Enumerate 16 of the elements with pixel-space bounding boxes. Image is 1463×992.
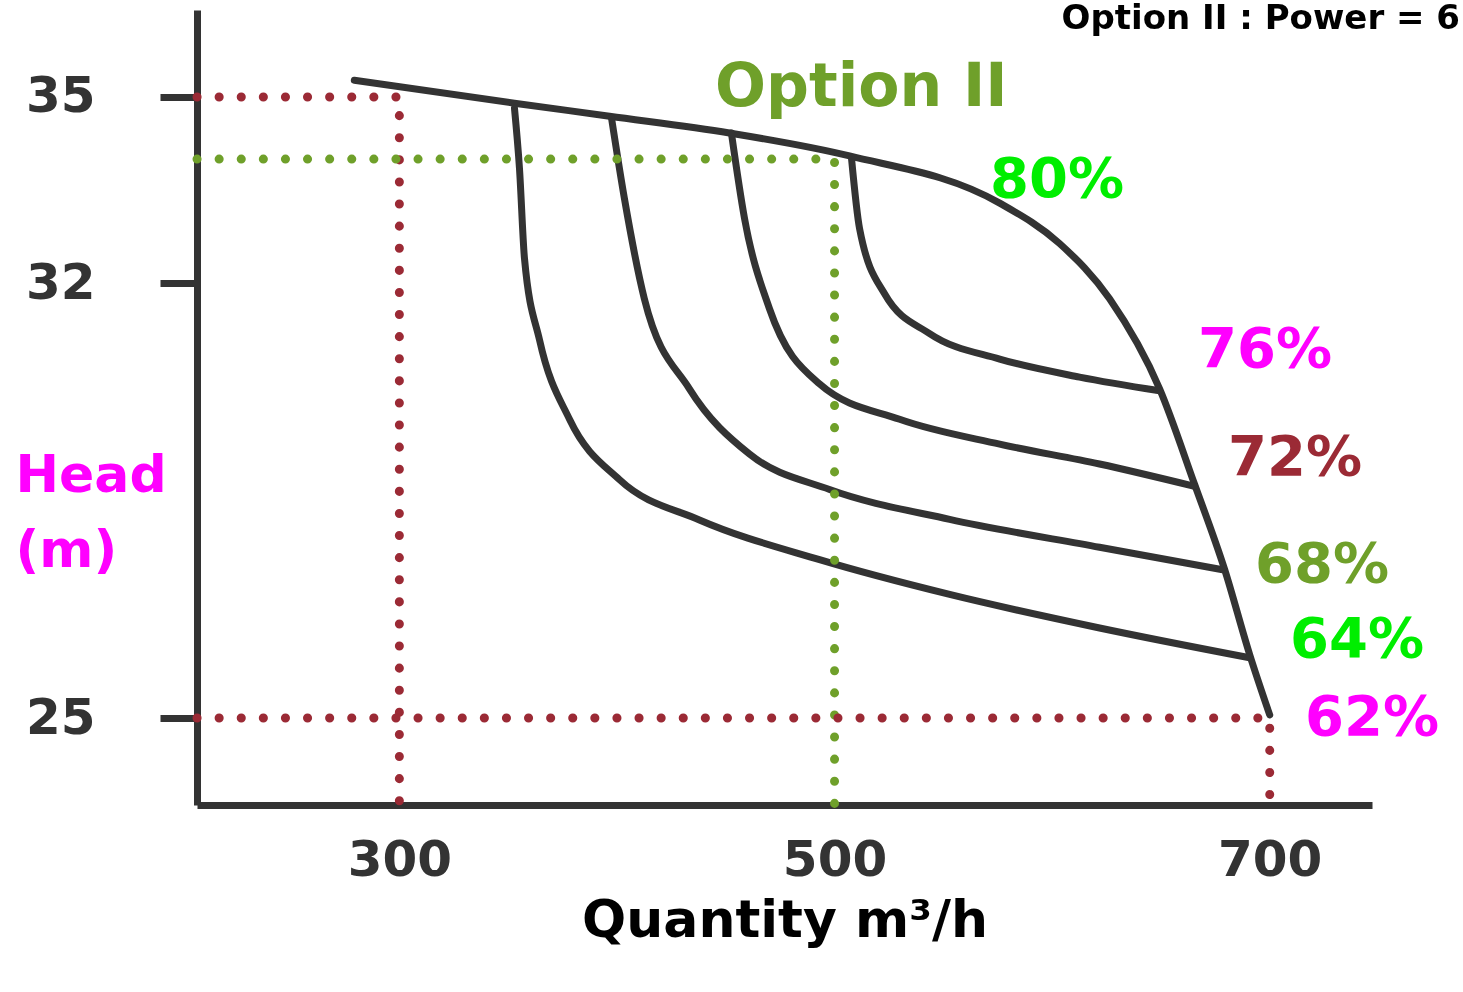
x-tick-label: 700 — [1218, 829, 1323, 888]
annotation: 72% — [1228, 423, 1363, 488]
y-tick-label: 32 — [25, 252, 96, 311]
x-tick-label: 300 — [347, 829, 453, 888]
x-axis-title: Quantity m³/h — [582, 888, 988, 949]
annotation: 76% — [1198, 315, 1333, 380]
annotation: Option II — [715, 50, 1008, 120]
annotation: 64% — [1290, 605, 1425, 670]
y-tick-label: 25 — [25, 687, 96, 746]
y-tick-label: 35 — [25, 66, 96, 125]
y-axis-title: Head (m) — [15, 443, 167, 579]
annotation: 80% — [990, 145, 1125, 210]
annotation: 68% — [1255, 530, 1390, 595]
annotation: 62% — [1305, 683, 1440, 748]
x-tick-label: 500 — [782, 829, 888, 888]
annotation: Option II : Power = 6 — [1061, 0, 1460, 37]
